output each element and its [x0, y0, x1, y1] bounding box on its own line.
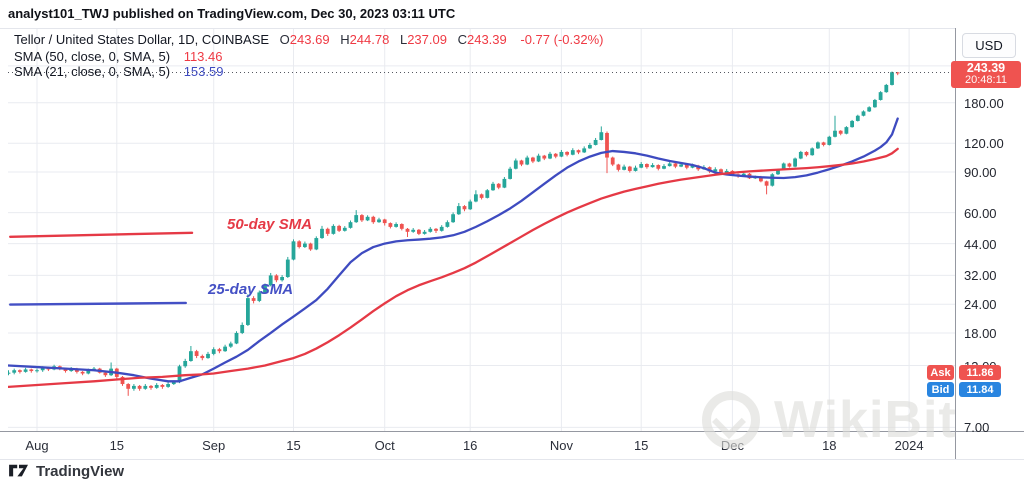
annotation-label-50day-sma[interactable]: 50-day SMA	[227, 216, 313, 233]
open-value: 243.69	[289, 32, 330, 47]
ask-tag[interactable]: Ask	[927, 365, 954, 380]
price-axis-label: 7.00	[964, 420, 990, 436]
time-axis[interactable]: Aug 15 Sep 15 Oct 16 Nov 15 Dec 18 2024	[0, 431, 1024, 460]
price-axis-label: 18.00	[964, 325, 997, 341]
sma50-value: 113.46	[183, 49, 223, 64]
axis-corner-divider	[955, 432, 956, 459]
time-axis-label: Dec	[720, 438, 744, 453]
time-axis-label: Sep	[202, 438, 226, 453]
sma50-label[interactable]: SMA (50, close, 0, SMA, 5)	[14, 49, 171, 64]
price-axis-label: 24.00	[964, 297, 997, 313]
price-axis-label: 90.00	[964, 165, 997, 181]
time-axis-label: 18	[822, 438, 837, 453]
bid-value[interactable]: 11.84	[959, 382, 1001, 397]
close-letter: C	[457, 32, 467, 47]
change-value: -0.77 (-0.32%)	[520, 32, 604, 47]
footer-brand-row: TradingView	[8, 462, 124, 480]
legend-sma21-row[interactable]: SMA (21, close, 0, SMA, 5) 153.59	[14, 64, 223, 79]
price-axis[interactable]: USD 260.00180.00120.0090.0060.0044.0032.…	[927, 28, 1024, 435]
time-axis-label: Oct	[374, 438, 395, 453]
last-price-value: 243.39	[966, 61, 1006, 75]
high-letter: H	[340, 32, 350, 47]
tradingview-logo-icon	[9, 464, 28, 477]
symbol-title[interactable]: Tellor / United States Dollar, 1D, COINB…	[14, 32, 270, 47]
bar-countdown: 20:48:11	[964, 74, 1007, 86]
bid-tag[interactable]: Bid	[927, 382, 954, 397]
publisher-attribution: analyst101_TWJ published on TradingView.…	[8, 6, 456, 21]
time-axis-label: 16	[462, 438, 478, 453]
time-axis-label: 15	[286, 438, 301, 453]
price-axis-label: 180.00	[964, 95, 1004, 111]
price-axis-label: 32.00	[964, 268, 997, 284]
high-value: 244.78	[349, 32, 390, 47]
legend-symbol-row[interactable]: Tellor / United States Dollar, 1D, COINB…	[14, 32, 603, 47]
currency-usd-button[interactable]: USD	[962, 33, 1016, 58]
annotation-label-25day-sma[interactable]: 25-day SMA	[208, 281, 294, 298]
time-axis-label: 2024	[894, 438, 924, 453]
pane-divider	[0, 28, 1024, 29]
price-axis-label: 120.00	[964, 136, 1004, 152]
legend-sma50-row[interactable]: SMA (50, close, 0, SMA, 5) 113.46	[14, 49, 222, 64]
open-letter: O	[279, 32, 290, 47]
price-axis-label: 44.00	[964, 236, 997, 252]
price-axis-label: 60.00	[964, 205, 997, 221]
low-letter: L	[399, 32, 408, 47]
tradingview-brand-text[interactable]: TradingView	[36, 462, 125, 480]
sma21-value: 153.59	[183, 64, 224, 79]
close-value: 243.39	[466, 32, 507, 47]
last-price-label: 243.39 20:48:11	[951, 60, 1021, 88]
ask-value[interactable]: 11.86	[959, 365, 1001, 380]
sma21-label[interactable]: SMA (21, close, 0, SMA, 5)	[14, 64, 171, 79]
low-value: 237.09	[407, 32, 447, 47]
time-axis-label: Nov	[549, 438, 573, 453]
time-axis-label: Aug	[25, 438, 49, 453]
time-axis-label: 15	[633, 438, 649, 453]
time-axis-label: 15	[109, 438, 125, 453]
